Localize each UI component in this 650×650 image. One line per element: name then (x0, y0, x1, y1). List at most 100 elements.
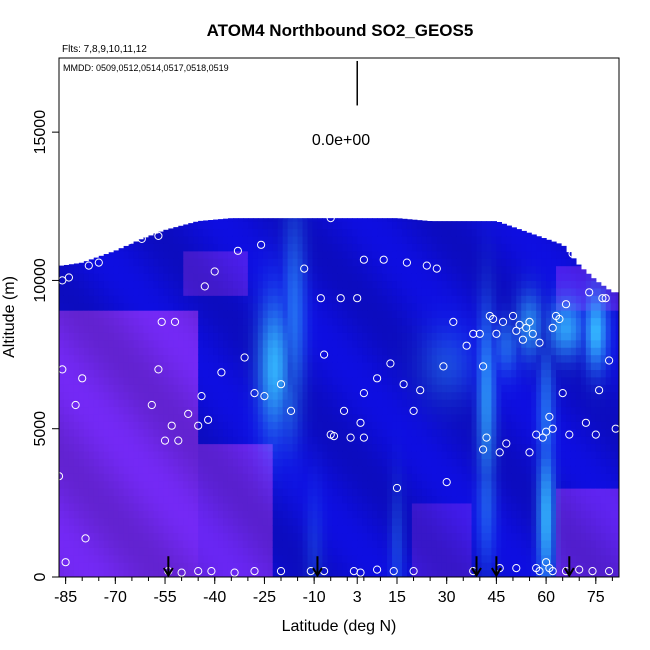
heatmap-cell (198, 502, 204, 511)
heatmap-cell (431, 547, 438, 556)
heatmap-cell (98, 406, 105, 415)
heatmap-cell (213, 495, 219, 504)
heatmap-cell (501, 510, 507, 519)
heatmap-cell (98, 480, 105, 489)
heatmap-cell (372, 258, 378, 267)
heatmap-cell (521, 302, 527, 311)
heatmap-cell (486, 310, 493, 319)
heatmap-cell (362, 235, 368, 244)
heatmap-cell (297, 369, 304, 378)
heatmap-cell (456, 443, 463, 452)
heatmap-cell (387, 310, 393, 319)
heatmap-cell (352, 376, 358, 385)
heatmap-cell (262, 525, 269, 534)
heatmap-cell (506, 473, 512, 482)
heatmap-cell (496, 502, 502, 511)
heatmap-cell (312, 458, 319, 467)
heatmap-cell (551, 339, 557, 348)
heatmap-cell (322, 502, 328, 511)
heatmap-cell (257, 258, 264, 267)
heatmap-cell (332, 517, 338, 526)
heatmap-cell (138, 450, 145, 459)
heatmap-cell (322, 354, 328, 363)
heatmap-cell (580, 562, 587, 571)
heatmap-cell (223, 480, 229, 489)
heatmap-cell (416, 332, 423, 341)
heatmap-cell (227, 532, 234, 541)
heatmap-cell (297, 339, 304, 348)
heatmap-cell (411, 391, 418, 400)
heatmap-cell (322, 517, 328, 526)
heatmap-cell (73, 263, 80, 267)
heatmap-cell (416, 376, 423, 385)
heatmap-cell (357, 562, 363, 571)
heatmap-cell (516, 480, 522, 489)
heatmap-cell (143, 332, 150, 341)
heatmap-cell (118, 428, 125, 437)
heatmap-cell (570, 287, 577, 296)
heatmap-cell (183, 354, 189, 363)
heatmap-cell (118, 562, 125, 571)
heatmap-cell (138, 273, 145, 282)
heatmap-cell (103, 495, 110, 504)
heatmap-cell (332, 228, 338, 237)
heatmap-cell (565, 317, 572, 326)
heatmap-cell (347, 273, 353, 282)
heatmap-cell (247, 250, 254, 259)
heatmap-cell (332, 218, 338, 222)
heatmap-cell (93, 295, 100, 304)
heatmap-cell (471, 324, 478, 333)
heatmap-cell (337, 295, 343, 304)
heatmap-cell (158, 502, 164, 511)
heatmap-cell (297, 495, 304, 504)
heatmap-cell (575, 280, 582, 289)
heatmap-cell (178, 547, 184, 556)
heatmap-cell (297, 406, 304, 415)
heatmap-cell (396, 391, 403, 400)
heatmap-cell (536, 317, 542, 326)
heatmap-cell (98, 413, 105, 422)
heatmap-cell (262, 332, 269, 341)
heatmap-cell (257, 369, 264, 378)
heatmap-cell (466, 399, 473, 408)
heatmap-cell (118, 376, 125, 385)
heatmap-cell (297, 421, 304, 430)
heatmap-cell (148, 384, 155, 393)
heatmap-cell (297, 539, 304, 548)
heatmap-cell (411, 458, 418, 467)
heatmap-cell (451, 428, 458, 437)
heatmap-cell (237, 554, 244, 563)
heatmap-cell (362, 406, 368, 415)
heatmap-cell (451, 495, 458, 504)
heatmap-cell (188, 280, 194, 289)
heatmap-cell (257, 287, 264, 296)
heatmap-cell (188, 502, 194, 511)
heatmap-cell (491, 473, 497, 482)
heatmap-cell (227, 465, 234, 474)
heatmap-cell (133, 241, 140, 244)
heatmap-cell (342, 517, 348, 526)
heatmap-cell (178, 510, 184, 519)
heatmap-cell (153, 450, 160, 459)
heatmap-cell (565, 428, 572, 437)
heatmap-cell (521, 295, 527, 304)
heatmap-cell (396, 287, 403, 296)
heatmap-cell (292, 436, 299, 445)
heatmap-cell (367, 354, 373, 363)
heatmap-cell (163, 502, 169, 511)
heatmap-cell (411, 532, 418, 541)
heatmap-cell (382, 480, 388, 489)
heatmap-cell (63, 517, 70, 526)
heatmap-cell (237, 428, 244, 437)
heatmap-cell (153, 539, 160, 548)
heatmap-cell (486, 517, 493, 526)
heatmap-cell (267, 221, 274, 230)
heatmap-cell (73, 324, 80, 333)
heatmap-cell (332, 495, 338, 504)
heatmap-cell (441, 347, 448, 356)
heatmap-cell (377, 273, 383, 282)
heatmap-cell (68, 280, 75, 289)
heatmap-cell (446, 302, 453, 311)
heatmap-cell (426, 443, 433, 452)
heatmap-cell (148, 310, 155, 319)
